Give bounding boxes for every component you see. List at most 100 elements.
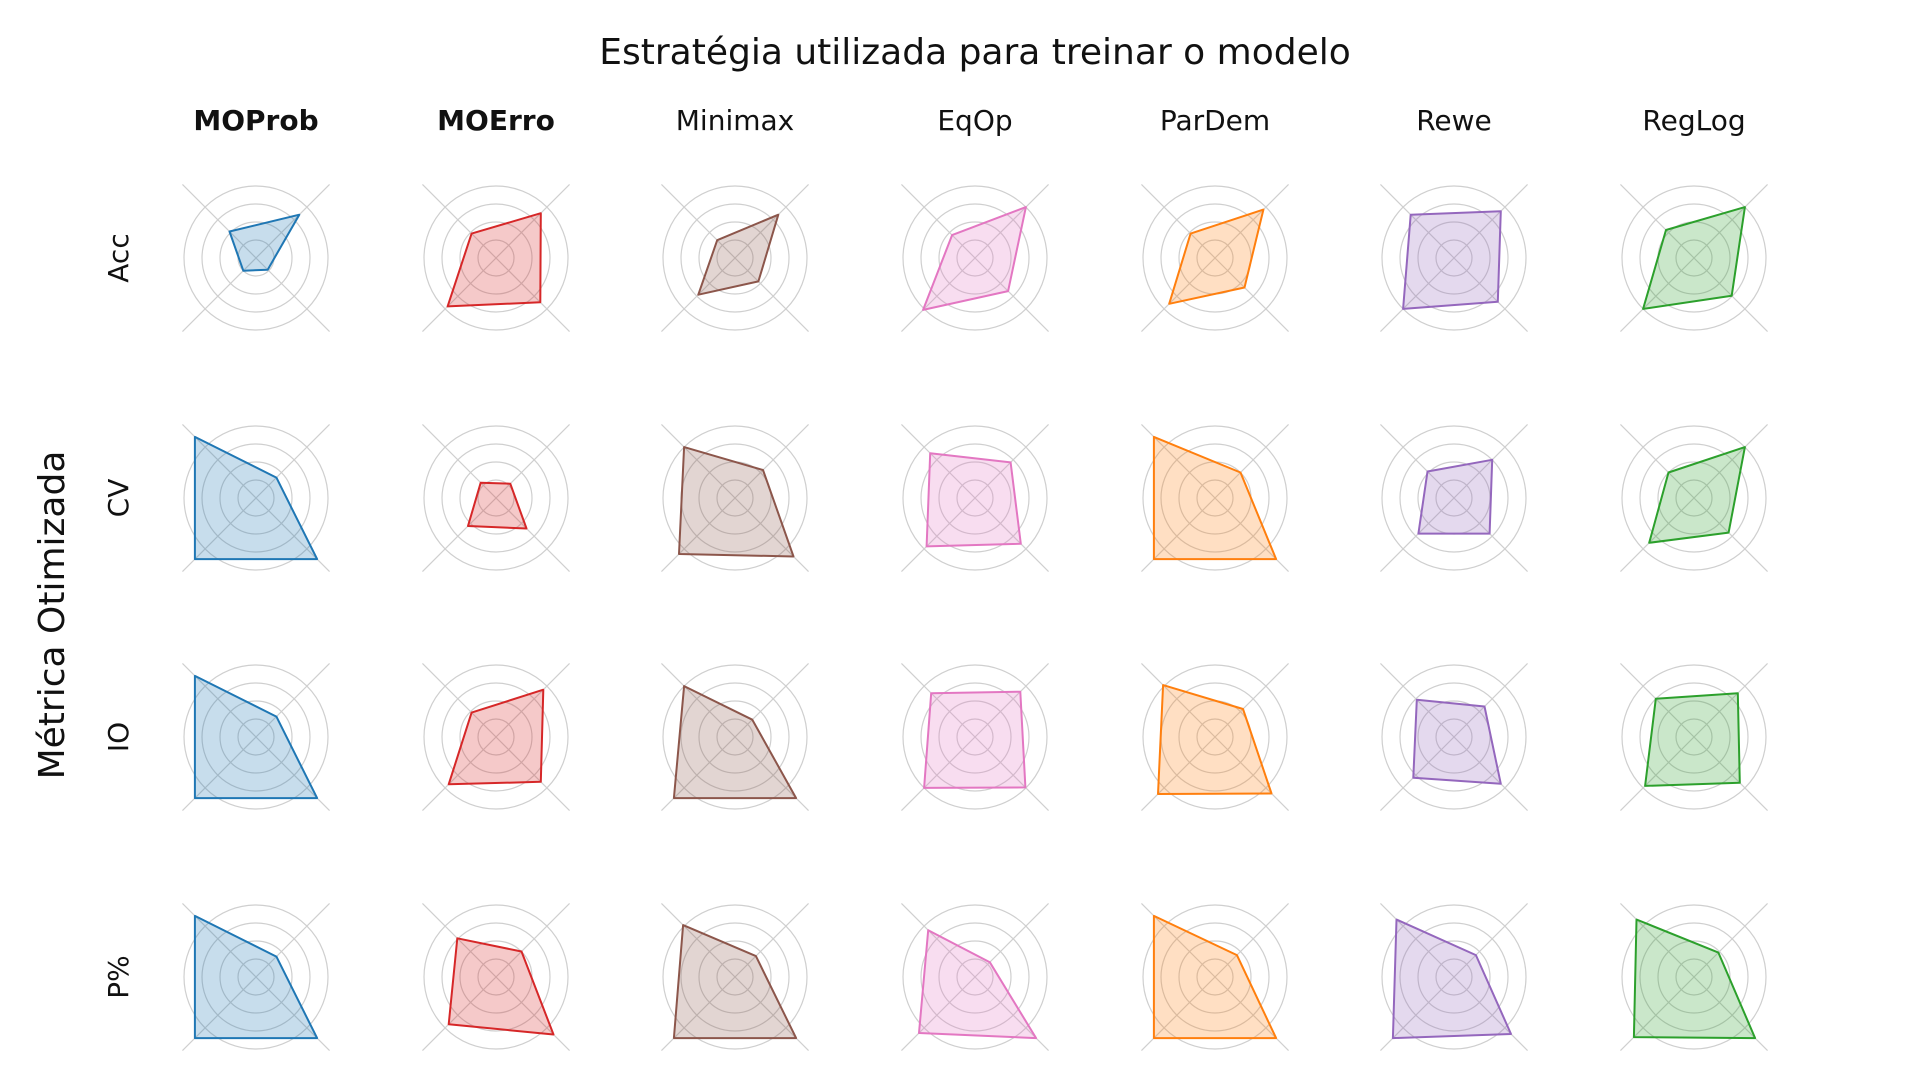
radar-axis-upper-left [1380, 424, 1455, 499]
grid-ring-1 [1196, 239, 1234, 277]
grid-ring-4 [662, 185, 808, 331]
radar-axis-lower-left [1141, 736, 1216, 811]
grid-ring-1 [1675, 239, 1713, 277]
grid-ring-1 [1435, 239, 1473, 277]
radar-eqop-1 [901, 184, 1049, 332]
radar-polygon-rewe-3 [1412, 698, 1502, 785]
column-label-pardem: ParDem [1160, 104, 1270, 137]
grid-ring-4 [1381, 904, 1527, 1050]
grid-ring-3 [1639, 682, 1749, 792]
radar-axis-lower-left [901, 736, 976, 811]
grid-ring-1 [716, 718, 754, 756]
radar-axis-upper-left [661, 903, 736, 978]
radar-polygon-reglog-4 [1632, 918, 1757, 1040]
grid-ring-1 [477, 958, 515, 996]
grid-ring-4 [183, 664, 329, 810]
radar-axis-upper-left [901, 424, 976, 499]
radar-axis-upper-right [1693, 184, 1768, 259]
radar-axis-lower-right [1453, 257, 1528, 332]
grid-ring-2 [938, 700, 1012, 774]
grid-ring-3 [680, 922, 790, 1032]
grid-ring-4 [183, 425, 329, 571]
radar-axis-upper-right [1453, 424, 1528, 499]
grid-ring-4 [902, 185, 1048, 331]
radar-panels [182, 184, 1768, 1051]
row-label-4: P% [102, 955, 135, 999]
radar-moerro-2 [422, 424, 570, 572]
grid-ring-1 [1196, 479, 1234, 517]
radar-axis-upper-right [495, 903, 570, 978]
radar-axis-lower-right [734, 497, 809, 572]
radar-axis-upper-right [1693, 663, 1768, 738]
grid-ring-4 [662, 904, 808, 1050]
radar-polygon-reglog-1 [1642, 206, 1746, 310]
radar-polygon-rewe-4 [1391, 918, 1512, 1040]
radar-axis-upper-right [974, 424, 1049, 499]
grid-ring-2 [938, 221, 1012, 295]
grid-ring-3 [1639, 922, 1749, 1032]
radar-axis-lower-right [495, 736, 570, 811]
row-label-2: CV [102, 479, 135, 518]
grid-ring-3 [1399, 443, 1509, 553]
radar-polygon-minimax-3 [672, 685, 798, 800]
grid-ring-4 [902, 904, 1048, 1050]
grid-ring-2 [459, 700, 533, 774]
radar-moprob-4 [182, 903, 330, 1051]
radar-minimax-1 [661, 184, 809, 332]
radar-minimax-4 [661, 903, 809, 1051]
grid-ring-3 [201, 443, 311, 553]
radar-polygon-moprob-3 [193, 674, 319, 800]
grid-ring-3 [1160, 203, 1270, 313]
radar-moerro-4 [422, 903, 570, 1051]
grid-ring-3 [920, 443, 1030, 553]
radar-axis-upper-left [422, 184, 497, 259]
radar-axis-upper-right [1214, 424, 1289, 499]
grid-ring-3 [201, 922, 311, 1032]
radar-axis-lower-left [1380, 257, 1455, 332]
radar-polygon-moprob-1 [228, 213, 301, 272]
radar-axis-lower-left [422, 976, 497, 1051]
grid-ring-4 [902, 664, 1048, 810]
grid-ring-3 [201, 203, 311, 313]
radar-polygon-minimax-4 [672, 924, 798, 1040]
radar-axis-upper-right [734, 663, 809, 738]
radar-polygon-eqop-2 [925, 452, 1022, 548]
radar-axis-lower-right [1453, 497, 1528, 572]
radar-axis-upper-left [1141, 663, 1216, 738]
radar-axis-lower-right [1693, 736, 1768, 811]
radar-polygon-pardem-1 [1168, 208, 1265, 305]
column-label-rewe: Rewe [1416, 104, 1492, 137]
radar-axis-lower-right [1693, 257, 1768, 332]
grid-ring-1 [956, 479, 994, 517]
radar-axis-lower-right [974, 257, 1049, 332]
grid-ring-4 [1621, 425, 1767, 571]
grid-ring-1 [477, 718, 515, 756]
radar-polygon-moerro-1 [446, 212, 542, 308]
grid-ring-3 [1639, 443, 1749, 553]
radar-axis-upper-left [661, 424, 736, 499]
grid-ring-2 [1417, 940, 1491, 1014]
radar-polygon-moprob-4 [193, 914, 319, 1040]
radar-axis-lower-right [1453, 736, 1528, 811]
radar-axis-lower-right [1214, 736, 1289, 811]
radar-axis-upper-right [255, 424, 330, 499]
grid-ring-3 [1160, 922, 1270, 1032]
radar-moprob-3 [182, 663, 330, 811]
radar-axis-upper-left [661, 663, 736, 738]
grid-ring-2 [219, 700, 293, 774]
grid-ring-4 [423, 664, 569, 810]
radar-axis-lower-right [1453, 976, 1528, 1051]
radar-axis-upper-right [974, 663, 1049, 738]
radar-axis-lower-right [495, 497, 570, 572]
radar-axis-upper-right [1453, 184, 1528, 259]
radar-axis-upper-left [901, 903, 976, 978]
radar-polygon-pardem-4 [1152, 914, 1278, 1040]
radar-polygon-eqop-4 [918, 929, 1038, 1040]
radar-axis-upper-left [422, 903, 497, 978]
radar-polygon-pardem-2 [1152, 435, 1278, 561]
grid-ring-1 [1435, 718, 1473, 756]
radar-moerro-3 [422, 663, 570, 811]
radar-minimax-3 [661, 663, 809, 811]
